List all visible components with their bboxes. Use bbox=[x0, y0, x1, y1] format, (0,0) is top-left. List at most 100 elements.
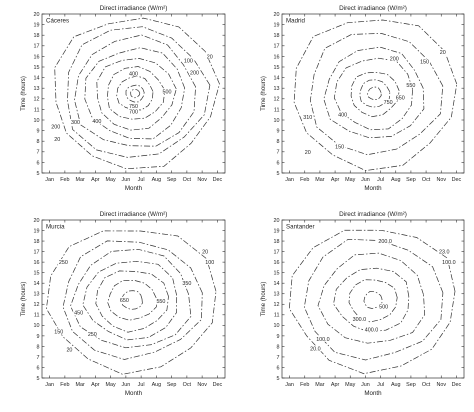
y-axis-label: Time (hours) bbox=[260, 282, 267, 317]
contour-line bbox=[54, 17, 220, 170]
x-tick-label: Dec bbox=[452, 382, 462, 388]
x-tick-label: Jun bbox=[361, 177, 370, 183]
contour-line bbox=[359, 79, 391, 108]
x-tick-label: Feb bbox=[300, 382, 309, 388]
contour-label: 100 bbox=[205, 260, 214, 266]
x-tick-label: May bbox=[345, 382, 355, 388]
x-tick-label: Aug bbox=[391, 177, 401, 183]
y-tick-label: 12 bbox=[274, 302, 280, 308]
contour-label: 650 bbox=[396, 96, 405, 102]
x-tick-label: Feb bbox=[60, 382, 69, 388]
y-tick-label: 9 bbox=[277, 334, 280, 340]
x-axis-label: Month bbox=[125, 185, 143, 192]
x-tick-label: Feb bbox=[60, 177, 69, 183]
y-tick-label: 11 bbox=[274, 313, 280, 319]
contour-label: 20 bbox=[202, 250, 208, 256]
contour-label: 200.0 bbox=[378, 239, 392, 245]
contour-line bbox=[309, 33, 444, 156]
location-label: Santander bbox=[286, 224, 315, 231]
y-tick-label: 15 bbox=[274, 271, 280, 277]
contour-label: 310 bbox=[303, 115, 312, 121]
contour-line bbox=[96, 58, 177, 131]
chart-title: Direct irradiance (W/m²) bbox=[339, 5, 407, 12]
x-tick-label: Apr bbox=[331, 382, 340, 388]
y-tick-label: 9 bbox=[37, 334, 40, 340]
y-tick-label: 10 bbox=[274, 323, 280, 329]
contour-label: 150 bbox=[335, 145, 344, 151]
y-tick-label: 7 bbox=[277, 355, 280, 361]
y-tick-label: 9 bbox=[37, 129, 40, 135]
x-tick-label: Sep bbox=[167, 177, 177, 183]
contour-label: 450 bbox=[74, 311, 83, 317]
contour-label: 700 bbox=[129, 110, 138, 116]
contour-label: 250 bbox=[59, 260, 68, 266]
x-tick-label: Feb bbox=[300, 177, 309, 183]
contour-label: 20.0 bbox=[310, 347, 321, 353]
x-tick-label: Jun bbox=[361, 382, 370, 388]
y-tick-label: 8 bbox=[277, 344, 280, 350]
y-tick-label: 15 bbox=[34, 65, 40, 71]
contour-label: 150 bbox=[54, 330, 63, 336]
contour-line bbox=[350, 72, 400, 118]
x-tick-label: Jul bbox=[138, 382, 145, 388]
contour-line bbox=[107, 66, 166, 120]
y-tick-label: 17 bbox=[34, 250, 40, 256]
x-tick-label: Sep bbox=[406, 382, 416, 388]
contour-panel-2: Direct irradiance (W/m²)2010025035055065… bbox=[20, 211, 226, 397]
contour-line bbox=[116, 75, 154, 111]
contour-line bbox=[367, 86, 382, 101]
y-tick-label: 13 bbox=[274, 86, 280, 92]
x-tick-label: May bbox=[106, 382, 116, 388]
y-tick-label: 15 bbox=[274, 65, 280, 71]
y-tick-label: 8 bbox=[37, 139, 40, 145]
y-tick-label: 16 bbox=[34, 260, 40, 266]
x-tick-label: Jan bbox=[285, 382, 294, 388]
contour-label: 100.0 bbox=[316, 337, 330, 343]
contour-label: 150 bbox=[420, 60, 429, 66]
x-axis-label: Month bbox=[125, 390, 143, 397]
x-tick-label: Jul bbox=[138, 177, 145, 183]
y-tick-label: 18 bbox=[34, 239, 40, 245]
contour-label: 500 bbox=[379, 304, 388, 310]
contour-line bbox=[95, 270, 169, 333]
y-axis-label: Time (hours) bbox=[20, 282, 27, 317]
y-tick-label: 12 bbox=[274, 97, 280, 103]
contour-panel-3: Direct irradiance (W/m²) 200.0 23.0 100.0 50… bbox=[260, 211, 465, 397]
y-tick-label: 7 bbox=[277, 150, 280, 156]
y-tick-label: 5 bbox=[277, 376, 280, 382]
y-tick-label: 8 bbox=[37, 344, 40, 350]
x-tick-label: Nov bbox=[436, 382, 446, 388]
contour-label: 350 bbox=[182, 281, 191, 287]
contour-lines bbox=[54, 17, 220, 170]
contour-line bbox=[333, 57, 413, 131]
x-axis-label: Month bbox=[364, 390, 382, 397]
y-tick-label: 7 bbox=[37, 150, 40, 156]
x-tick-label: May bbox=[345, 177, 355, 183]
x-tick-label: Apr bbox=[91, 382, 100, 388]
x-tick-label: Apr bbox=[331, 177, 340, 183]
y-tick-label: 15 bbox=[34, 271, 40, 277]
chart-title: Direct irradiance (W/m²) bbox=[339, 211, 407, 218]
contour-lines bbox=[288, 229, 456, 375]
y-tick-label: 11 bbox=[34, 313, 40, 319]
y-tick-label: 19 bbox=[274, 228, 280, 234]
x-tick-label: Dec bbox=[213, 177, 223, 183]
contour-label: 20 bbox=[66, 348, 72, 354]
y-tick-label: 7 bbox=[37, 355, 40, 361]
y-tick-label: 14 bbox=[34, 281, 40, 287]
contour-label: 400.0 bbox=[365, 328, 379, 334]
contour-line bbox=[84, 47, 186, 140]
contour-line bbox=[70, 248, 192, 349]
x-tick-label: Jun bbox=[122, 177, 131, 183]
y-tick-label: 13 bbox=[34, 86, 40, 92]
y-tick-label: 16 bbox=[34, 54, 40, 60]
plot-frame bbox=[41, 13, 226, 174]
y-axis-label: Time (hours) bbox=[260, 76, 267, 111]
chart-title: Direct irradiance (W/m²) bbox=[100, 5, 168, 12]
y-tick-label: 16 bbox=[274, 54, 280, 60]
x-tick-label: Jun bbox=[122, 382, 131, 388]
plot-frame bbox=[281, 13, 465, 174]
contour-label: 650 bbox=[120, 298, 129, 304]
x-tick-label: Sep bbox=[406, 177, 416, 183]
